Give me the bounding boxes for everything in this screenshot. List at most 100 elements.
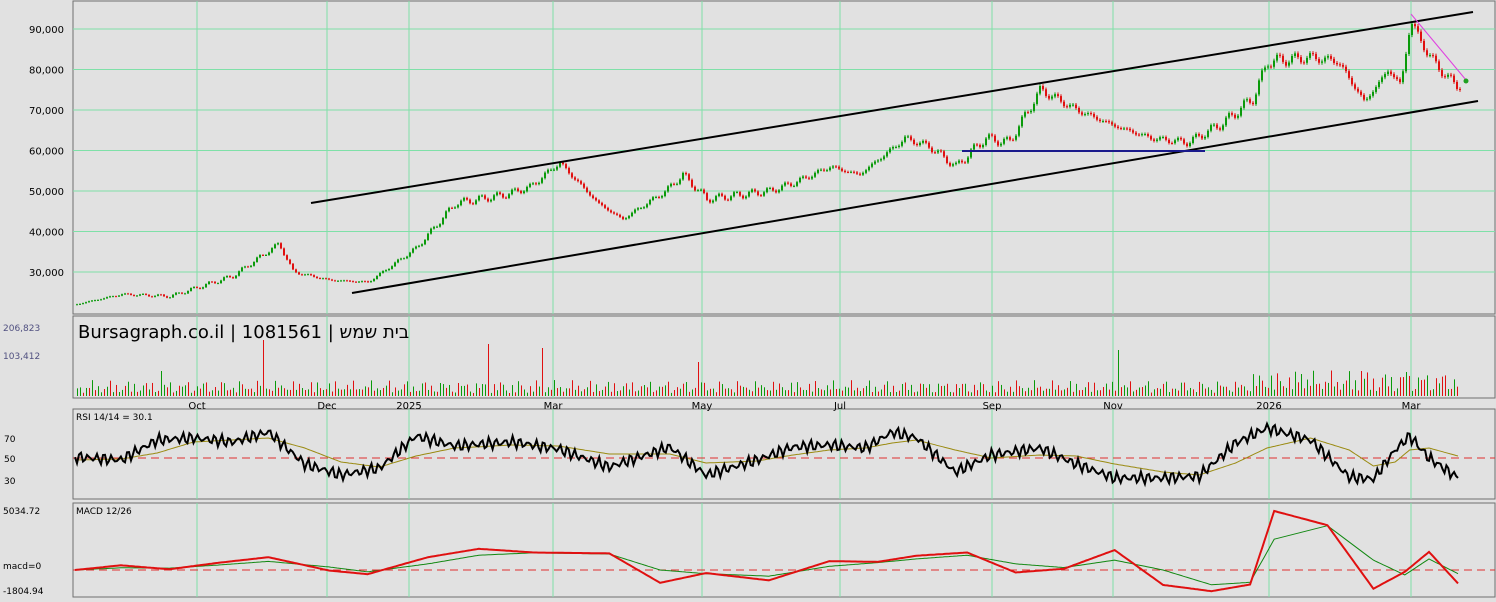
volume-bar — [785, 390, 786, 396]
candle-body — [259, 254, 261, 258]
candle-body — [1084, 114, 1086, 116]
candle-body — [517, 188, 519, 192]
volume-bar — [308, 389, 309, 396]
candle-body — [529, 183, 531, 187]
volume-bar — [587, 387, 588, 396]
volume-bar — [1199, 381, 1200, 396]
volume-bar — [107, 386, 108, 396]
volume-bar — [257, 380, 258, 396]
candle-body — [421, 244, 423, 246]
volume-bar — [419, 390, 420, 396]
candle-body — [1048, 95, 1050, 99]
volume-bar — [386, 385, 387, 396]
volume-bar — [1052, 380, 1053, 396]
candle-body — [1234, 114, 1236, 118]
volume-bar — [332, 391, 333, 396]
candle-body — [814, 172, 816, 177]
candle-body — [949, 163, 951, 166]
volume-bar — [854, 390, 855, 396]
candle-body — [1387, 71, 1389, 75]
volume-bar — [1337, 382, 1338, 396]
candle-body — [1288, 62, 1290, 66]
volume-bar — [827, 385, 828, 396]
candle-body — [97, 299, 99, 301]
candle-body — [166, 296, 168, 298]
macd-min-label: -1804.94 — [3, 587, 44, 597]
volume-bar — [1013, 391, 1014, 396]
candle-body — [1075, 104, 1077, 109]
candle-body — [172, 294, 174, 298]
volume-bar — [1376, 390, 1377, 396]
volume-bar — [509, 392, 510, 396]
candle-body — [970, 149, 972, 158]
candle-body — [817, 169, 819, 173]
volume-bar — [794, 392, 795, 396]
candle-body — [1291, 56, 1293, 63]
candle-body — [499, 192, 501, 195]
candle-body — [1042, 86, 1044, 90]
volume-bar — [971, 392, 972, 396]
candle-body — [400, 258, 402, 260]
volume-bar — [581, 391, 582, 396]
volume-bar — [800, 387, 801, 396]
candle-body — [283, 248, 285, 256]
volume-bar — [1445, 375, 1446, 396]
volume-bar — [1220, 385, 1221, 396]
volume-bar — [86, 387, 87, 396]
volume-bar — [1340, 389, 1341, 396]
volume-bar — [1172, 388, 1173, 396]
candle-body — [1441, 70, 1443, 77]
volume-bar — [620, 390, 621, 396]
volume-bar — [692, 389, 693, 396]
candle-body — [799, 177, 801, 183]
volume-bar — [1214, 392, 1215, 396]
candle-body — [979, 144, 981, 148]
volume-bar — [1028, 387, 1029, 396]
candle-body — [406, 256, 408, 259]
volume-bar — [575, 389, 576, 396]
candle-body — [1447, 74, 1449, 77]
candle-body — [349, 280, 351, 282]
volume-bar — [1277, 373, 1278, 396]
candle-body — [988, 134, 990, 139]
candle-body — [943, 151, 945, 157]
candle-body — [352, 281, 354, 283]
volume-bar — [953, 392, 954, 396]
volume-bar — [761, 385, 762, 396]
candle-body — [1225, 117, 1227, 126]
candle-body — [247, 266, 249, 268]
volume-bar — [710, 388, 711, 396]
candle-body — [445, 211, 447, 219]
volume-bar — [932, 392, 933, 396]
volume-bar — [1061, 390, 1062, 396]
volume-bar — [1289, 377, 1290, 396]
volume-bar — [374, 390, 375, 396]
volume-bar — [371, 380, 372, 396]
volume-bar — [1385, 374, 1386, 396]
volume-bar — [1007, 391, 1008, 396]
volume-bar — [965, 383, 966, 396]
candle-body — [478, 195, 480, 201]
candle-body — [928, 142, 930, 148]
volume-bar — [683, 383, 684, 396]
volume-bar — [866, 385, 867, 396]
candle-body — [325, 278, 327, 280]
candle-body — [1417, 26, 1419, 32]
volume-bar — [890, 392, 891, 396]
macd-max-label: 5034.72 — [3, 507, 40, 517]
rsi-line — [74, 421, 1459, 488]
candle-body — [1423, 40, 1425, 51]
candle-body — [1129, 128, 1131, 131]
candle-body — [208, 281, 210, 285]
candle-body — [91, 300, 93, 302]
candle-body — [556, 166, 558, 170]
candle-body — [952, 164, 954, 166]
volume-bar — [572, 380, 573, 396]
candle-body — [1279, 54, 1281, 56]
candle-body — [118, 295, 120, 297]
volume-bar — [1037, 387, 1038, 396]
volume-bar — [1391, 377, 1392, 396]
candle-body — [151, 296, 153, 298]
candle-body — [1414, 24, 1416, 27]
volume-bar — [134, 383, 135, 396]
